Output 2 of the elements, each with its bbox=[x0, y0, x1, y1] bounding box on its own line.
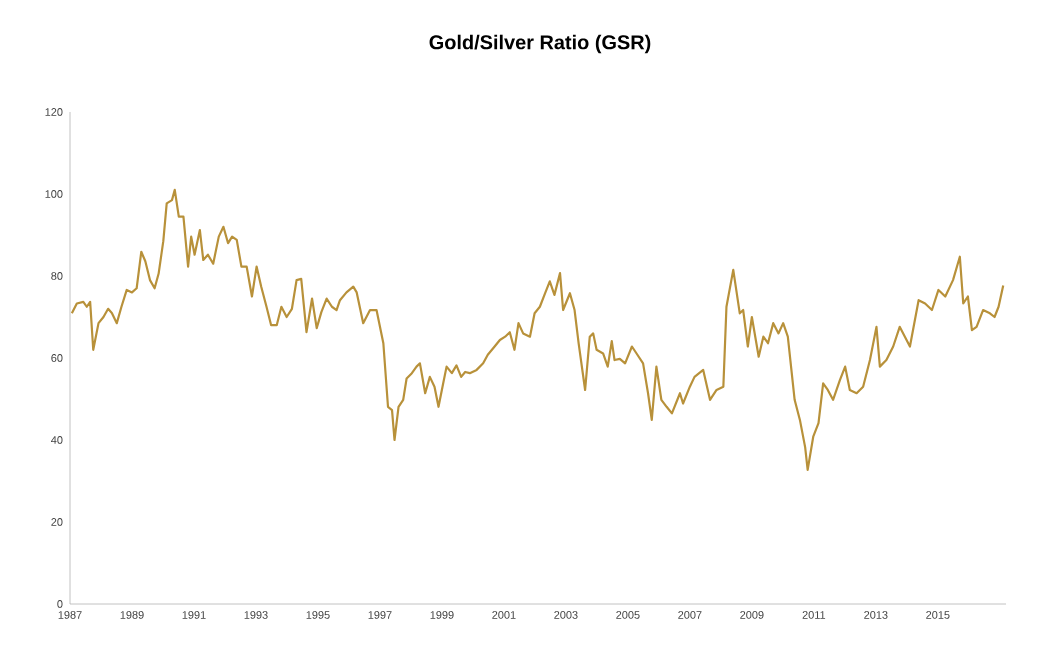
chart-title: Gold/Silver Ratio (GSR) bbox=[429, 34, 651, 54]
line-series bbox=[70, 188, 1005, 472]
